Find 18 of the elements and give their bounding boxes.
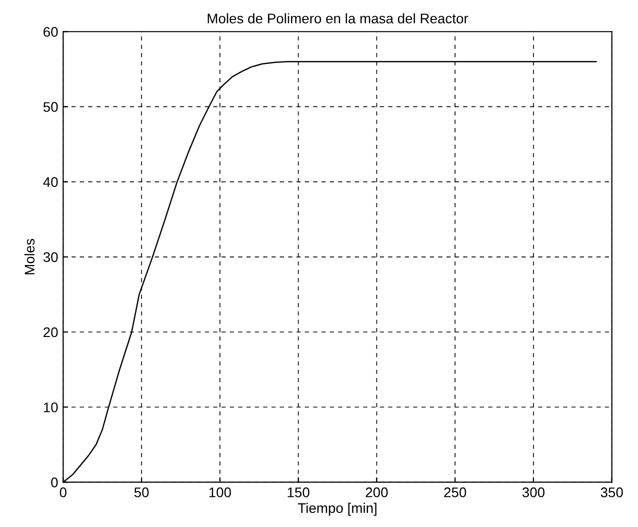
y-tick-label: 30 bbox=[43, 252, 58, 262]
x-tick-label: 300 bbox=[522, 487, 545, 498]
y-tick-label: 0 bbox=[51, 478, 58, 488]
x-tick-label: 100 bbox=[209, 487, 231, 498]
y-axis-title: Moles bbox=[24, 238, 35, 274]
y-tick-label: 60 bbox=[44, 26, 58, 37]
y-tick-label: 10 bbox=[44, 402, 58, 412]
x-axis-title: Tiempo [min] bbox=[298, 502, 376, 516]
y-tick-label: 50 bbox=[43, 102, 58, 112]
x-tick-label: 250 bbox=[444, 487, 466, 498]
x-tick-label: 0 bbox=[60, 487, 66, 498]
chart-title: Moles de Polimero en la masa del Reactor bbox=[208, 13, 468, 24]
x-tick-label: 150 bbox=[288, 487, 310, 498]
y-tick-label: 20 bbox=[44, 327, 58, 338]
y-tick-label: 40 bbox=[43, 177, 58, 187]
x-tick-label: 200 bbox=[366, 487, 388, 498]
x-tick-label: 50 bbox=[134, 487, 149, 498]
x-tick-label: 350 bbox=[600, 487, 623, 498]
